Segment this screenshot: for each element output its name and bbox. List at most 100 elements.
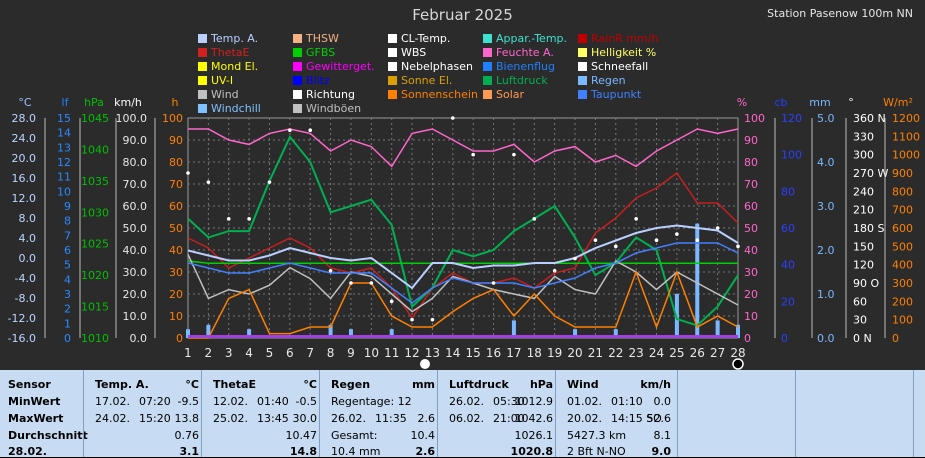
legend-item-windchill[interactable]: Windchill <box>198 102 261 115</box>
legend-item-rainr-mm-h[interactable]: RainR mm/h <box>578 32 658 45</box>
x-tick-label: 28 <box>730 346 745 360</box>
legend-item-wbs[interactable]: WBS <box>388 46 426 59</box>
direction-point <box>634 217 638 221</box>
column-unit: °C <box>303 378 317 391</box>
axis-lf: 15 <box>57 112 71 125</box>
cell-value: 1026.1 <box>514 429 554 442</box>
legend-item-cl-temp-[interactable]: CL-Temp. <box>388 32 450 45</box>
legend-swatch <box>388 76 397 85</box>
legend-item-sonne-el-[interactable]: Sonne El. <box>388 74 452 87</box>
legend-item-thsw[interactable]: THSW <box>293 32 339 45</box>
axis-wm: 800 <box>892 185 913 198</box>
column-header: Wind <box>567 378 599 391</box>
direction-point <box>593 238 598 243</box>
axis-hpa: 1035 <box>81 175 109 188</box>
axis-wm: 100 <box>892 314 913 327</box>
axis-header: lf <box>62 96 70 109</box>
axis-header: h <box>172 96 179 109</box>
legend-swatch <box>483 34 492 43</box>
axis-wm: 1200 <box>892 112 920 125</box>
axis-lf: 11 <box>57 171 71 184</box>
legend-label: Windchill <box>211 102 261 115</box>
x-tick-label: 11 <box>384 346 399 360</box>
legend-item-thetae[interactable]: ThetaE <box>198 46 249 59</box>
cell-value: 3.1 <box>179 445 200 458</box>
axis-lf: 5 <box>64 259 71 272</box>
legend-item-regen[interactable]: Regen <box>578 74 626 87</box>
axis-cb: 100 <box>781 149 802 162</box>
legend-item-uv-i[interactable]: UV-I <box>198 74 233 87</box>
axis-cb: 60 <box>781 222 795 235</box>
x-tick-label: 17 <box>506 346 521 360</box>
legend-item-temp-a-[interactable]: Temp. A. <box>198 32 258 45</box>
legend-item-luftdruck[interactable]: Luftdruck <box>483 74 548 87</box>
cell-date: 06.02. <box>449 412 484 425</box>
legend-swatch <box>388 90 397 99</box>
legend-item-nebelphasen[interactable]: Nebelphasen <box>388 60 473 73</box>
series-line-gfbs <box>187 260 738 264</box>
x-tick-label: 25 <box>669 346 684 360</box>
legend-item-blitz[interactable]: Blitz <box>293 74 330 87</box>
axis-temp: 20.0 <box>12 152 37 165</box>
axis-temp: -12.0 <box>8 312 36 325</box>
legend-label: Solar <box>496 88 525 101</box>
legend-item-bienenflug[interactable]: Bienenflug <box>483 60 555 73</box>
direction-point <box>389 299 394 304</box>
legend-item-appar-temp-[interactable]: Appar.-Temp. <box>483 32 567 45</box>
table-column-empty <box>677 370 678 457</box>
legend-item-sonnenschein[interactable]: Sonnenschein <box>388 88 478 101</box>
cell-time: 15:20 <box>139 412 171 425</box>
direction-point <box>512 152 516 157</box>
legend-label: Bienenflug <box>496 60 555 73</box>
axis-header: °C <box>18 96 32 109</box>
station-label: Station Pasenow 100m NN <box>767 7 913 20</box>
legend-item-feuchte-a-[interactable]: Feuchte A. <box>483 46 554 59</box>
legend-item-gfbs[interactable]: GFBS <box>293 46 335 59</box>
axis-lf: 9 <box>64 200 71 213</box>
axis-hpa: 1010 <box>81 332 109 345</box>
axis-header: mm <box>809 96 830 109</box>
axis-deg: 120 <box>853 259 874 272</box>
cell-value: 13.8 <box>174 412 200 425</box>
column-header: Luftdruck <box>449 378 509 391</box>
legend-item-solar[interactable]: Solar <box>483 88 524 101</box>
x-tick-label: 12 <box>404 346 419 360</box>
x-tick-label: 15 <box>466 346 481 360</box>
axis-wm: 1000 <box>892 149 920 162</box>
cell-date: Regentage: 12 <box>331 395 412 408</box>
axis-mm: 2.0 <box>817 244 835 257</box>
rain-bar <box>348 329 353 338</box>
legend-item-mond-el-[interactable]: Mond El. <box>198 60 258 73</box>
legend-swatch <box>578 90 587 99</box>
legend-label: THSW <box>306 32 339 45</box>
axis-hpa: 1045 <box>81 112 109 125</box>
axis-temp: 12.0 <box>12 192 37 205</box>
cell-value: 2.6 <box>417 412 436 425</box>
axis-deg: 210 <box>853 204 874 217</box>
legend-swatch <box>578 62 587 71</box>
legend-item-taupunkt[interactable]: Taupunkt <box>578 88 641 101</box>
direction-point <box>186 171 190 175</box>
legend-item-gewitterget-[interactable]: Gewitterget. <box>293 60 375 73</box>
series-line-luftdruck <box>187 135 739 327</box>
cell-value: 1042.6 <box>514 412 554 425</box>
direction-point <box>736 244 740 249</box>
column-header: Regen <box>331 378 371 391</box>
legend-swatch <box>293 48 302 57</box>
axis-cb: 120 <box>781 112 802 125</box>
legend-item-windb-en[interactable]: Windböen <box>293 102 361 115</box>
legend-item-schneefall[interactable]: Schneefall <box>578 60 648 73</box>
legend-item-helligkeit-[interactable]: Helligkeit % <box>578 46 656 59</box>
legend-item-wind[interactable]: Wind <box>198 88 239 101</box>
weather-chart[interactable]: 1 2 3 4 5 6 7 8 9 10 11 12 13 14 15 16 17 18 19 20 21 22 23 24 2… <box>0 0 925 370</box>
column-unit: hPa <box>529 378 553 391</box>
legend-label: Appar.-Temp. <box>496 32 568 45</box>
series-line-feuchte-a- <box>188 128 739 168</box>
legend-label: RainR mm/h <box>591 32 659 45</box>
direction-point <box>206 180 211 184</box>
legend-label: Regen <box>591 74 626 87</box>
rain-bar <box>736 324 740 338</box>
axis-kmh: 100.0 <box>116 112 148 125</box>
legend-item-richtung[interactable]: Richtung <box>293 88 355 101</box>
axis-header: km/h <box>114 96 142 109</box>
